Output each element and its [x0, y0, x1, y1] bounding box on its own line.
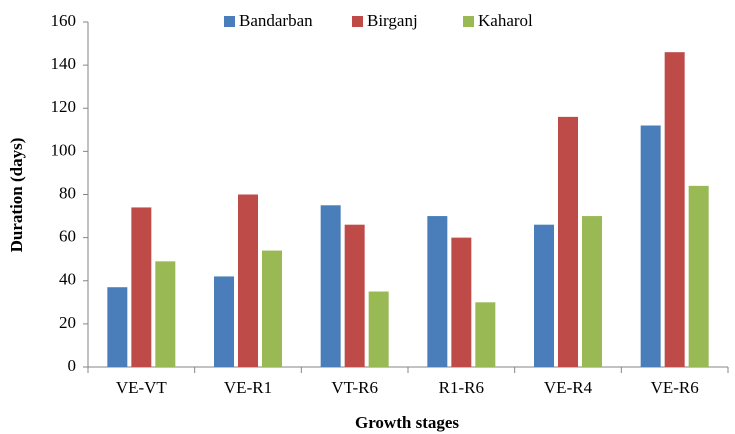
bar: [320, 205, 341, 367]
legend-swatch: [224, 16, 235, 27]
y-tick-label: 20: [59, 313, 76, 332]
bar: [131, 207, 152, 367]
bar: [368, 291, 389, 367]
bar: [451, 237, 472, 367]
bar: [582, 216, 602, 367]
y-tick-label: 60: [59, 227, 76, 246]
x-tick-label: VE-R1: [224, 378, 272, 397]
bar: [688, 185, 709, 367]
y-tick-label: 0: [68, 356, 77, 375]
legend-label: Birganj: [367, 11, 418, 30]
y-tick-label: 160: [51, 11, 77, 30]
bar: [640, 125, 661, 367]
bar: [262, 250, 282, 367]
bar: [427, 216, 448, 367]
bar: [475, 302, 496, 367]
x-tick-label: VT-R6: [331, 378, 378, 397]
bar: [214, 276, 234, 367]
y-tick-label: 120: [51, 97, 77, 116]
bar: [107, 287, 128, 367]
legend-swatch: [352, 16, 363, 27]
x-tick-label: R1-R6: [439, 378, 484, 397]
x-tick-label: VE-R6: [651, 378, 699, 397]
y-tick-label: 80: [59, 183, 76, 202]
x-axis-title: Growth stages: [355, 413, 459, 432]
bar: [534, 224, 554, 367]
legend-label: Kaharol: [478, 11, 533, 30]
bar: [664, 52, 685, 367]
bar: [155, 261, 176, 367]
legend-label: Bandarban: [239, 11, 313, 30]
x-tick-label: VE-VT: [116, 378, 168, 397]
legend-swatch: [463, 16, 474, 27]
bar: [344, 224, 365, 367]
bar: [238, 194, 258, 367]
y-tick-label: 100: [51, 140, 77, 159]
x-tick-label: VE-R4: [544, 378, 593, 397]
y-tick-label: 140: [51, 54, 77, 73]
y-tick-label: 40: [59, 270, 76, 289]
y-axis-title: Duration (days): [7, 138, 26, 253]
bar: [558, 116, 578, 367]
